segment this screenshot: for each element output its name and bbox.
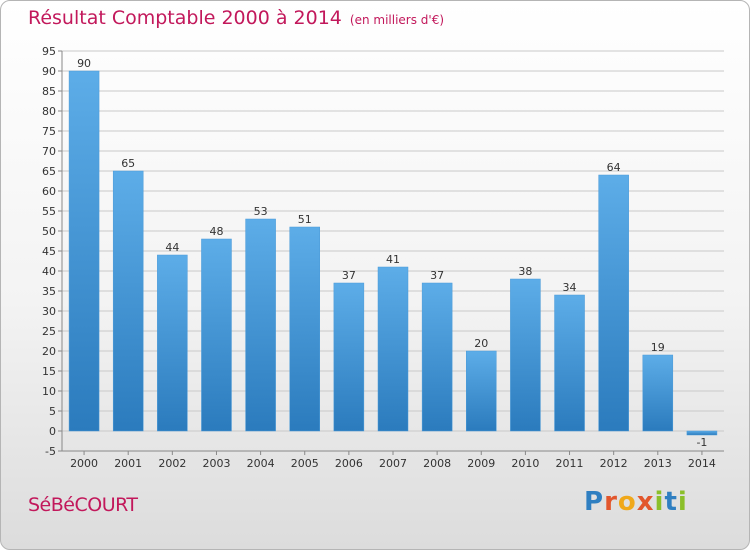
bar-value-label: 38 (518, 265, 532, 278)
logo-letter: r (604, 487, 618, 517)
bar-value-label: 41 (386, 253, 400, 266)
bar-value-label: 20 (474, 337, 488, 350)
logo-letter: P (584, 487, 605, 517)
x-tick-label: 2013 (644, 457, 672, 470)
bar-2005 (289, 226, 320, 432)
logo-letter: o (617, 487, 637, 517)
bar-value-label: 64 (607, 161, 621, 174)
bar-2001 (112, 170, 144, 432)
y-tick-label: 85 (42, 85, 56, 98)
bar-2004 (245, 218, 276, 432)
y-tick-label: 75 (42, 125, 56, 138)
x-axis: 2000 2001 2002 2003 2004 2005 2006 2007 2008 2009… (62, 450, 724, 470)
bar-value-label: 51 (298, 213, 312, 226)
y-tick-label: 25 (42, 325, 56, 338)
y-tick-label: 30 (42, 305, 56, 318)
x-tick-label: 2007 (379, 457, 407, 470)
x-tick-label: 2001 (114, 457, 142, 470)
y-tick-label: 65 (42, 165, 56, 178)
bar-value-label: 37 (430, 269, 444, 282)
logo-letter: i (654, 487, 665, 517)
bar-value-label: 19 (651, 341, 665, 354)
x-tick-label: 2011 (556, 457, 584, 470)
logo-letter: t (664, 487, 678, 517)
y-tick-label: 35 (42, 285, 56, 298)
x-tick-label: 2008 (423, 457, 451, 470)
proxiti-logo[interactable]: Proxiti (584, 487, 688, 517)
y-tick-label: 95 (42, 45, 56, 58)
y-tick-label: 5 (49, 405, 56, 418)
y-tick-label: 60 (42, 185, 56, 198)
bar-value-label: 53 (254, 205, 268, 218)
x-tick-label: 2000 (70, 457, 98, 470)
x-tick-label: 2014 (688, 457, 716, 470)
x-tick-label: 2005 (291, 457, 319, 470)
bar-2009 (466, 350, 497, 432)
bar-2011 (554, 294, 585, 432)
bar-value-label: 90 (77, 57, 91, 70)
y-tick-label: 50 (42, 225, 56, 238)
bar-2003 (201, 238, 232, 432)
x-tick-label: 2012 (600, 457, 628, 470)
bar-2000 (68, 70, 100, 432)
bar-value-label: 34 (563, 281, 577, 294)
y-tick-label: 55 (42, 205, 56, 218)
bar-2002 (157, 254, 188, 432)
bar-value-label: 37 (342, 269, 356, 282)
bar-value-label: 65 (121, 157, 135, 170)
x-tick-label: 2002 (158, 457, 186, 470)
bar-2013 (642, 354, 674, 432)
y-tick-label: 0 (49, 425, 56, 438)
logo-letter: x (636, 487, 655, 517)
y-tick-label: 80 (42, 105, 56, 118)
bar-2006 (333, 282, 365, 432)
bar-2012 (598, 174, 629, 432)
chart-title: Résultat Comptable 2000 à 2014 (en millie… (28, 7, 444, 29)
commune-name: SéBéCOURT (28, 494, 138, 516)
bar-value-label: 44 (165, 241, 179, 254)
y-tick-label: 45 (42, 245, 56, 258)
y-tick-label: -5 (45, 445, 56, 458)
bar-2007 (377, 266, 409, 432)
logo-letter: i (677, 487, 688, 517)
x-tick-label: 2003 (202, 457, 230, 470)
bar-value-label: -1 (696, 436, 707, 449)
y-tick-label: 70 (42, 145, 56, 158)
x-tick-label: 2004 (247, 457, 275, 470)
x-tick-label: 2010 (511, 457, 539, 470)
bars: 90 65 44 48 53 51 37 41 37 20 38 34 64 19 -1 (68, 57, 718, 449)
y-tick-label: 15 (42, 365, 56, 378)
bar-2008 (421, 282, 453, 432)
y-axis: -5 0 5 10 15 20 25 30 35 40 45 50 55 60 65 70 75 80 85 90 95 (42, 45, 63, 458)
y-tick-label: 10 (42, 385, 56, 398)
x-tick-label: 2006 (335, 457, 363, 470)
bar-value-label: 48 (209, 225, 223, 238)
x-tick-label: 2009 (467, 457, 495, 470)
chart-title-text: Résultat Comptable 2000 à 2014 (28, 7, 342, 29)
chart-subtitle: (en milliers d'€) (349, 13, 445, 27)
y-tick-label: 90 (42, 65, 56, 78)
bar-2010 (510, 278, 541, 432)
y-tick-label: 40 (42, 265, 56, 278)
y-tick-label: 20 (42, 345, 56, 358)
bar-2014 (686, 430, 718, 436)
